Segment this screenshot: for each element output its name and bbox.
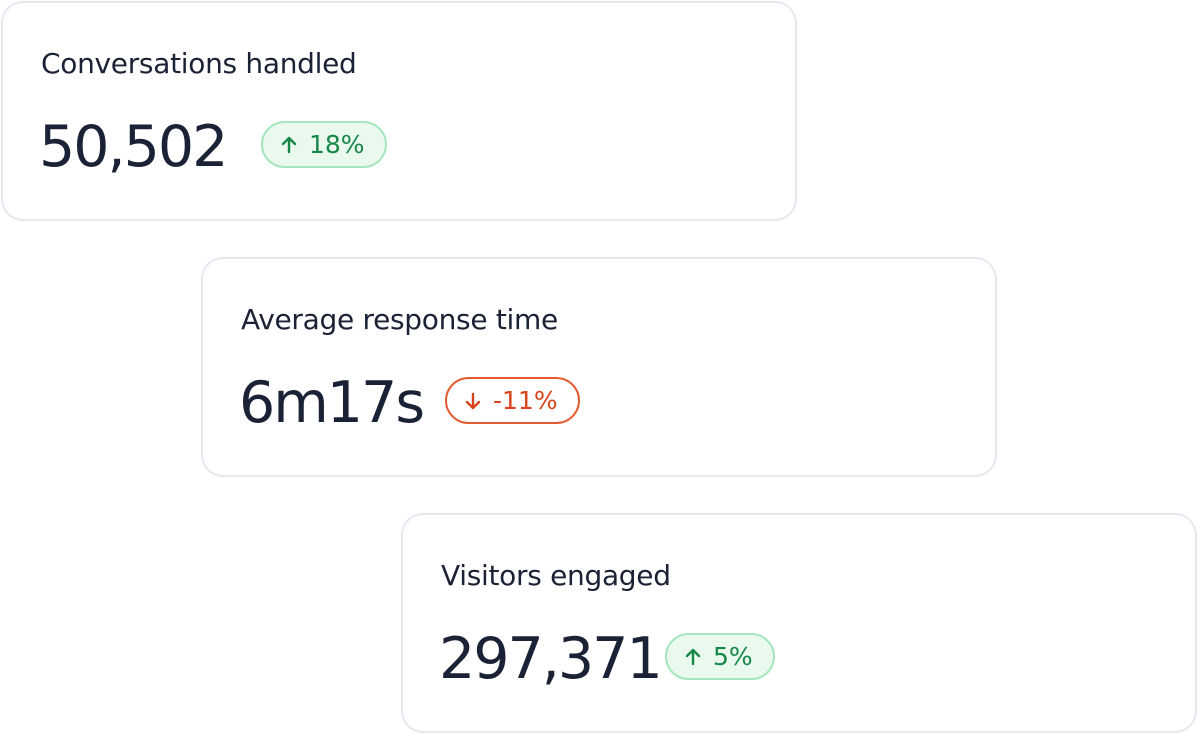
arrow-up [685,648,701,665]
metric-card: Average response time 6m17s -11% [201,257,997,477]
metric-label: Visitors engaged [441,559,671,592]
change-value: 18% [309,130,365,159]
change-badge: -11% [445,377,580,424]
metric-value: 297,371 [439,626,663,692]
change-badge: 5% [665,633,775,680]
metric-card: Conversations handled 50,502 18% [1,1,797,221]
metric-value: 6m17s [239,370,425,436]
metric-card: Visitors engaged 297,371 5% [401,513,1197,733]
change-badge: 18% [261,121,387,168]
metric-label: Conversations handled [41,47,357,80]
change-value: -11% [493,386,558,415]
change-value: 5% [713,642,753,671]
arrow-up [281,136,297,153]
arrow-down [465,392,481,409]
metric-value: 50,502 [39,114,228,180]
metric-label: Average response time [241,303,558,336]
